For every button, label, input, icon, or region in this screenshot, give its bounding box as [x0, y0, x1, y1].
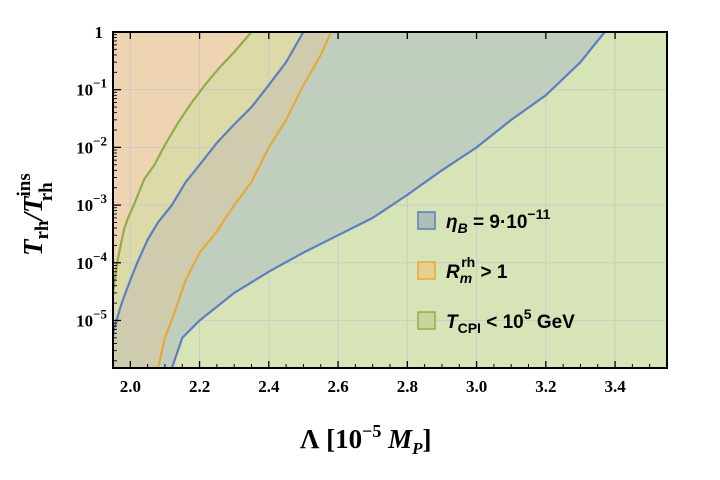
- y-axis-title-sub1: rh: [32, 220, 53, 239]
- region-rm-orange: [113, 32, 332, 368]
- y-tick-exponent: −4: [93, 249, 107, 264]
- y-tick-exponent: −3: [93, 191, 107, 206]
- boundary-tcpi: [113, 32, 253, 294]
- legend-label-rm: Rmrh > 1: [446, 254, 508, 286]
- x-axis-title-main: Λ [10: [300, 424, 362, 454]
- y-tick-base: 10: [76, 138, 93, 157]
- boundary-eta-right: [170, 32, 606, 368]
- y-axis-title-t: T: [18, 238, 48, 256]
- legend-swatch-eta: [417, 211, 436, 230]
- y-tick-exponent: −1: [93, 76, 107, 91]
- legend: ηB = 9·10−11 Rmrh > 1 TCPI < 105 GeV: [417, 206, 575, 336]
- y-axis-ticks: 110−110−210−310−410−5: [76, 23, 121, 362]
- x-axis-title-exp: −5: [362, 421, 381, 441]
- chart-regions: [113, 32, 667, 368]
- x-tick-label: 2.8: [397, 377, 418, 396]
- plot-area: [113, 32, 667, 368]
- y-tick-exponent: −5: [93, 306, 107, 321]
- legend-item-rm: Rmrh > 1: [417, 254, 508, 286]
- x-tick-label: 3.2: [535, 377, 556, 396]
- x-tick-label: 2.2: [189, 377, 210, 396]
- x-tick-label: 3.0: [466, 377, 487, 396]
- y-axis-title-sub2: rh: [36, 182, 57, 201]
- y-tick-base: 10: [76, 254, 93, 273]
- boundary-lines: [113, 32, 606, 368]
- x-tick-label: 2.0: [120, 377, 141, 396]
- y-tick-base: 10: [76, 196, 93, 215]
- x-axis-ticks: 2.0 2.2 2.4 2.6 2.8 3.0 3.2 3.4: [120, 32, 651, 396]
- y-axis-title-slash: /T: [18, 195, 48, 223]
- y-tick-base: 10: [76, 81, 93, 100]
- y-tick-label: 10−2: [76, 133, 107, 157]
- x-tick-label: 2.4: [258, 377, 280, 396]
- boundary-rm: [156, 32, 333, 368]
- x-tick-label: 3.4: [604, 377, 626, 396]
- region-eta-band: [113, 32, 605, 368]
- y-tick-exponent: −2: [93, 133, 107, 148]
- legend-label-tcpi: TCPI < 105 GeV: [446, 306, 575, 336]
- legend-label-eta: ηB = 9·10−11: [446, 206, 551, 236]
- y-tick-base: 10: [76, 311, 93, 330]
- y-tick-label: 10−4: [76, 249, 107, 273]
- y-tick-label: 10−1: [76, 76, 107, 100]
- x-axis-title-sub: P: [411, 439, 423, 458]
- x-axis-title: Λ [10−5 MP]: [300, 421, 432, 458]
- x-tick-label: 2.6: [327, 377, 348, 396]
- y-tick-label: 1: [95, 23, 104, 42]
- legend-item-eta: ηB = 9·10−11: [417, 206, 551, 236]
- y-tick-label: 10−3: [76, 191, 107, 215]
- legend-swatch-rm: [417, 261, 436, 280]
- y-axis-title: Trh/Tinsrh: [14, 173, 57, 256]
- legend-swatch-tcpi: [417, 311, 436, 330]
- boundary-eta-left: [113, 32, 305, 334]
- y-tick-label: 10−5: [76, 306, 107, 330]
- x-axis-title-unit: M: [381, 424, 413, 454]
- x-axis-title-close: ]: [423, 424, 432, 454]
- legend-item-tcpi: TCPI < 105 GeV: [417, 306, 575, 336]
- y-axis-title-sup: ins: [14, 173, 35, 196]
